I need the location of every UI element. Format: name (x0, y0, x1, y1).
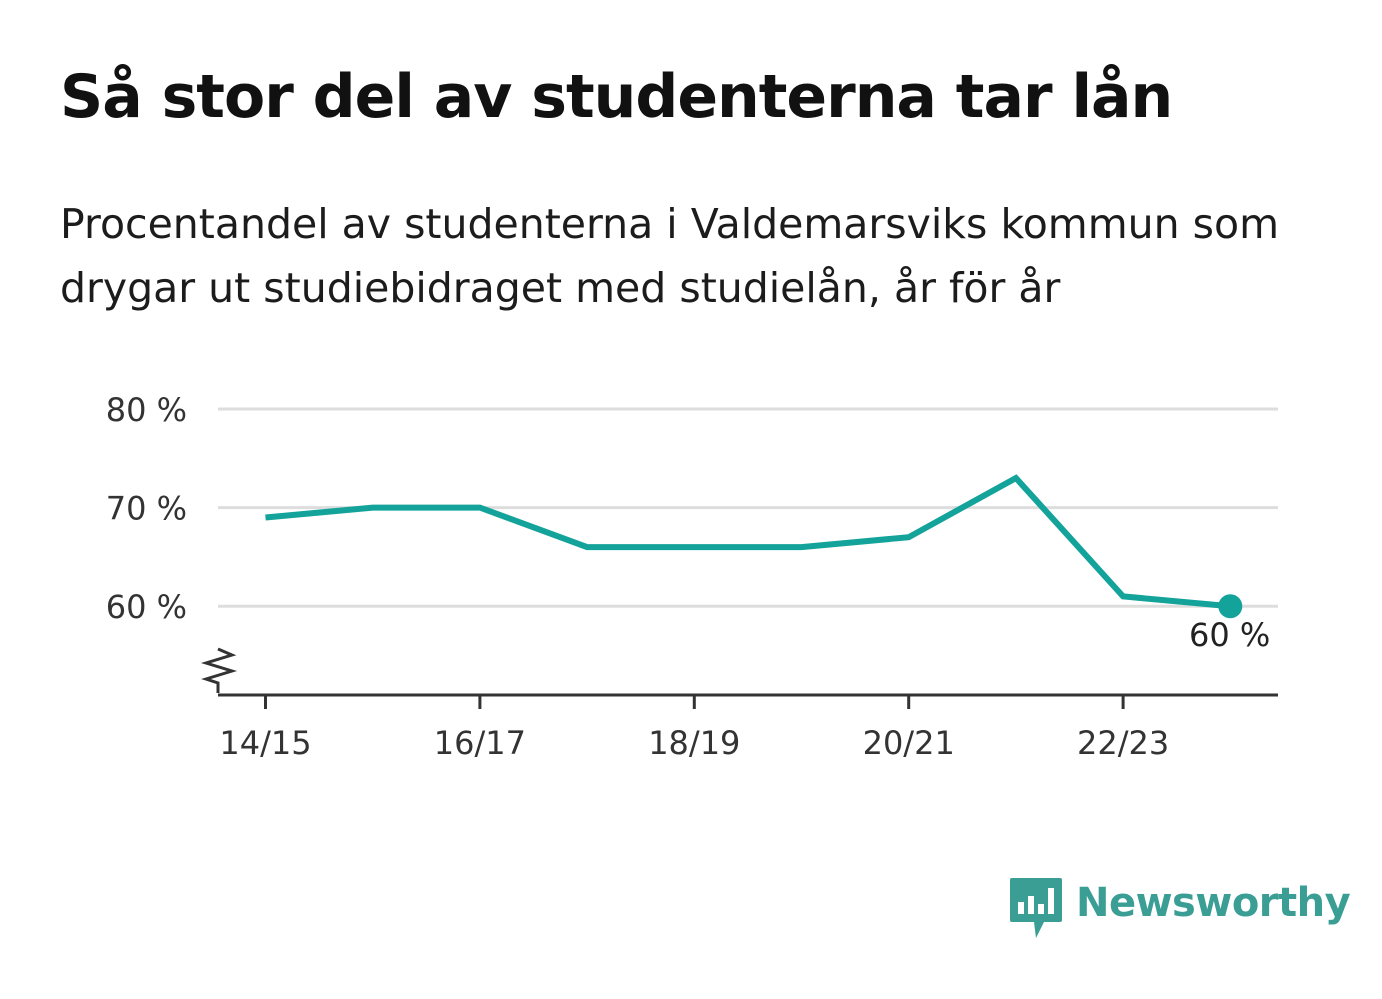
chart-title: Så stor del av studenterna tar lån (60, 62, 1173, 132)
brand-name: Newsworthy (1076, 880, 1351, 926)
x-axis-ticks: 14/15 16/17 18/19 20/21 22/23 (219, 695, 1169, 762)
newsworthy-logo: Newsworthy (1010, 878, 1351, 942)
x-tick-label: 22/23 (1077, 724, 1169, 762)
x-tick-label: 20/21 (863, 724, 955, 762)
y-tick-label: 80 % (106, 391, 187, 429)
x-tick-label: 18/19 (648, 724, 740, 762)
series-line (265, 474, 1231, 610)
axis-break-icon (200, 647, 238, 693)
last-point-label: 60 % (1189, 616, 1270, 654)
last-data-point (1218, 594, 1243, 619)
y-axis-ticks: 60 % 70 % 80 % (106, 391, 187, 626)
y-tick-label: 60 % (106, 588, 187, 626)
x-tick-label: 16/17 (434, 724, 526, 762)
newsworthy-logo-icon (1010, 878, 1062, 938)
series: 60 % (265, 474, 1270, 654)
x-tick-label: 14/15 (219, 724, 311, 762)
chart-subtitle: Procentandel av studenterna i Valdemarsv… (60, 200, 1280, 312)
y-tick-label: 70 % (106, 490, 187, 528)
